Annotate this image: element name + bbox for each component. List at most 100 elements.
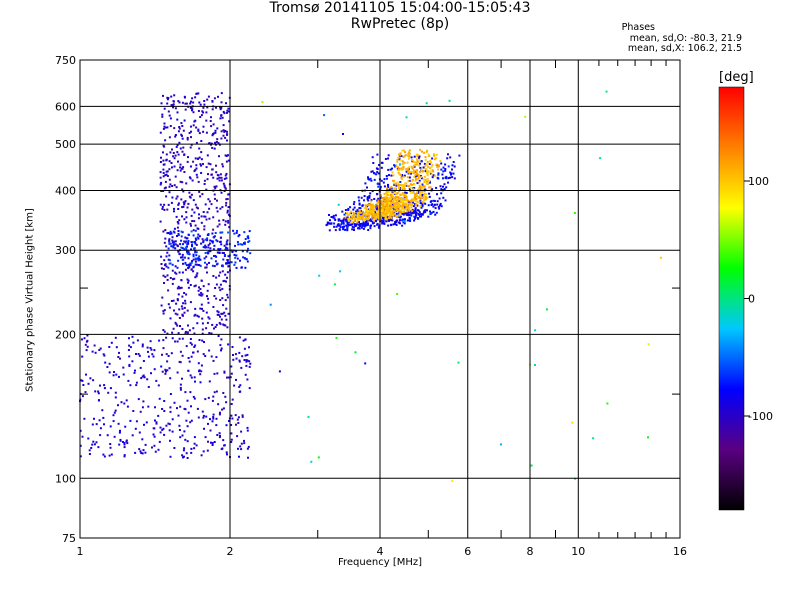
scatter-point bbox=[226, 139, 228, 142]
scatter-point bbox=[194, 263, 197, 266]
scatter-point bbox=[410, 202, 413, 205]
scatter-point bbox=[187, 241, 190, 244]
scatter-point bbox=[207, 252, 210, 255]
scatter-point bbox=[184, 299, 187, 302]
scatter-point bbox=[366, 204, 369, 207]
scatter-point bbox=[205, 166, 208, 169]
scatter-point bbox=[167, 422, 170, 425]
scatter-point bbox=[181, 188, 184, 191]
scatter-point bbox=[420, 177, 423, 180]
scatter-point bbox=[179, 166, 182, 169]
scatter-point bbox=[446, 157, 449, 160]
scatter-point bbox=[226, 293, 229, 296]
scatter-point bbox=[387, 212, 390, 214]
scatter-point bbox=[219, 299, 222, 301]
scatter-point bbox=[342, 222, 345, 225]
scatter-point bbox=[189, 222, 192, 225]
scatter-point bbox=[391, 198, 394, 201]
scatter-point bbox=[88, 453, 91, 455]
scatter-point bbox=[362, 223, 364, 226]
scatter-point bbox=[428, 186, 431, 189]
scatter-point bbox=[243, 439, 245, 442]
scatter-point bbox=[374, 204, 377, 207]
scatter-point bbox=[222, 304, 225, 307]
scatter-point bbox=[396, 181, 399, 184]
scatter-point bbox=[202, 285, 205, 288]
scatter-point bbox=[168, 178, 171, 181]
scatter-point bbox=[401, 219, 404, 222]
scatter-point bbox=[415, 169, 418, 172]
scatter-point bbox=[197, 92, 200, 95]
scatter-point bbox=[388, 197, 391, 199]
scatter-point bbox=[413, 161, 416, 164]
scatter-point bbox=[185, 345, 188, 348]
scatter-point bbox=[369, 208, 371, 211]
scatter-point bbox=[378, 225, 381, 228]
scatter-point bbox=[422, 178, 425, 181]
scatter-point bbox=[401, 211, 404, 213]
scatter-point bbox=[404, 185, 407, 187]
scatter-point bbox=[204, 252, 207, 254]
scatter-point bbox=[138, 431, 141, 434]
scatter-point bbox=[102, 416, 105, 419]
scatter-point bbox=[362, 222, 365, 224]
scatter-point bbox=[225, 424, 228, 427]
scatter-point bbox=[225, 307, 228, 310]
scatter-point bbox=[445, 186, 448, 189]
scatter-point bbox=[399, 152, 402, 155]
scatter-point bbox=[143, 376, 146, 379]
scatter-point bbox=[428, 163, 431, 165]
scatter-point bbox=[181, 434, 184, 437]
scatter-point bbox=[219, 106, 222, 109]
scatter-point bbox=[177, 222, 180, 225]
scatter-point bbox=[177, 202, 180, 205]
scatter-point bbox=[157, 384, 160, 387]
scatter-point bbox=[234, 261, 237, 264]
scatter-point bbox=[421, 183, 424, 186]
scatter-point bbox=[218, 223, 221, 226]
scatter-point bbox=[182, 456, 184, 459]
scatter-point bbox=[194, 258, 197, 261]
scatter-point bbox=[178, 360, 181, 363]
scatter-point bbox=[128, 355, 131, 358]
scatter-point bbox=[199, 288, 202, 290]
scatter-point bbox=[166, 102, 169, 105]
scatter-point bbox=[420, 202, 423, 205]
scatter-point bbox=[401, 199, 404, 201]
scatter-point bbox=[346, 216, 349, 219]
scatter-point bbox=[371, 209, 374, 212]
scatter-point bbox=[391, 192, 394, 195]
scatter-point bbox=[383, 192, 386, 195]
scatter-point bbox=[361, 215, 364, 218]
scatter-point bbox=[376, 182, 379, 185]
scatter-point bbox=[247, 235, 250, 238]
scatter-point bbox=[180, 286, 183, 289]
scatter-point bbox=[194, 229, 197, 232]
scatter-point bbox=[343, 225, 345, 228]
scatter-point bbox=[394, 212, 396, 215]
scatter-point bbox=[434, 174, 437, 177]
scatter-point bbox=[221, 163, 224, 166]
scatter-point bbox=[386, 192, 389, 195]
scatter-point bbox=[163, 122, 166, 125]
scatter-point bbox=[159, 426, 162, 429]
scatter-point bbox=[177, 259, 180, 262]
scatter-point bbox=[351, 225, 354, 228]
scatter-point bbox=[405, 212, 407, 215]
scatter-point bbox=[421, 169, 424, 172]
scatter-point bbox=[201, 328, 204, 331]
scatter-point bbox=[392, 205, 395, 208]
scatter-point bbox=[201, 238, 204, 241]
scatter-point bbox=[369, 212, 372, 215]
scatter-point bbox=[215, 206, 218, 209]
scatter-point bbox=[414, 211, 417, 214]
scatter-point bbox=[166, 360, 169, 363]
scatter-point bbox=[345, 220, 348, 223]
scatter-point bbox=[420, 169, 423, 172]
scatter-point bbox=[170, 104, 173, 107]
scatter-point bbox=[200, 140, 203, 142]
scatter-point bbox=[389, 193, 392, 196]
colorbar-unit-label: [deg] bbox=[719, 70, 754, 85]
scatter-point bbox=[244, 266, 247, 269]
scatter-point bbox=[189, 421, 192, 424]
